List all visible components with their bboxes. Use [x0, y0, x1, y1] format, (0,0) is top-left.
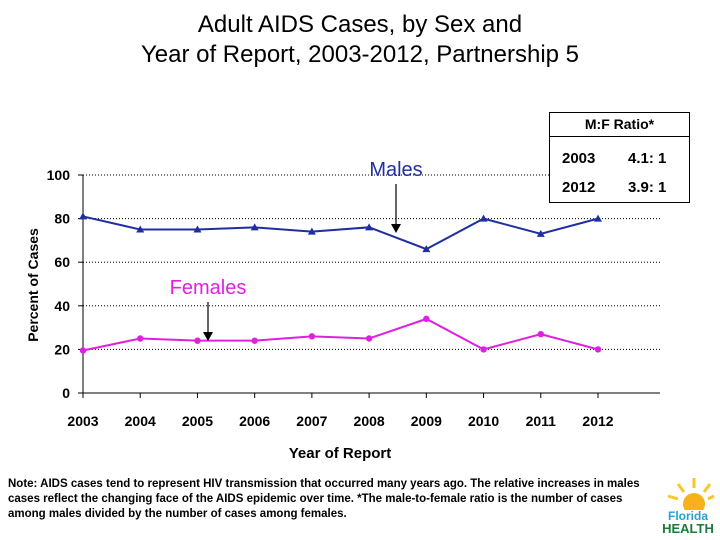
- footnote: Note: AIDS cases tend to represent HIV t…: [8, 478, 640, 520]
- x-tick-label: 2010: [468, 413, 499, 429]
- data-point-males: [193, 225, 202, 233]
- y-tick-label: 20: [54, 341, 70, 357]
- title-line-1: Adult AIDS Cases, by Sex and: [197, 11, 523, 38]
- x-tick-label: 2006: [239, 413, 270, 429]
- data-point-males: [422, 245, 431, 253]
- data-point-females: [594, 346, 602, 353]
- y-tick-label: 60: [54, 254, 70, 270]
- y-tick-label: 80: [54, 211, 70, 227]
- x-tick-label: 2007: [296, 413, 327, 429]
- data-point-males: [79, 212, 87, 220]
- data-point-males: [365, 223, 374, 231]
- annotation-males: Males: [369, 159, 422, 181]
- ratio-value: 3.9: 1: [628, 179, 667, 196]
- x-axis-title: Year of Report: [289, 445, 392, 462]
- data-point-males: [136, 225, 145, 233]
- data-point-females: [423, 315, 430, 323]
- y-tick-label: 0: [62, 385, 70, 401]
- annotation-arrowhead: [203, 332, 213, 341]
- ratio-year: 2012: [562, 179, 596, 196]
- ratio-value: 4.1: 1: [628, 150, 667, 167]
- x-tick-label: 2009: [411, 413, 442, 429]
- data-point-females: [537, 330, 544, 338]
- x-tick-label: 2011: [526, 413, 557, 429]
- x-tick-label: 2005: [182, 413, 213, 429]
- data-point-males: [250, 223, 259, 231]
- series-line-females: [82, 317, 599, 352]
- florida-health-logo: Florida HEALTH: [660, 476, 716, 536]
- title-line-2: Year of Report, 2003-2012, Partnership 5: [140, 41, 580, 68]
- annotation-females: Females: [170, 277, 247, 299]
- y-tick-label: 40: [54, 298, 70, 314]
- ratio-box: M:F Ratio* 2003 4.1: 1 2012 3.9: 1: [549, 112, 690, 203]
- x-tick-label: 2008: [354, 413, 385, 429]
- data-point-females: [308, 333, 316, 340]
- y-axis-title: Percent of Cases: [25, 228, 41, 342]
- ratio-divider: [550, 136, 689, 137]
- data-point-females: [365, 335, 373, 342]
- data-point-females: [79, 347, 87, 354]
- y-tick-label: 100: [47, 167, 71, 183]
- data-point-females: [251, 337, 258, 344]
- logo-line-1: Florida: [667, 509, 708, 523]
- x-tick-label: 2012: [582, 413, 613, 429]
- data-point-females: [480, 346, 487, 353]
- data-point-females: [137, 335, 144, 342]
- data-point-males: [594, 214, 602, 222]
- annotation-arrowhead: [391, 224, 401, 233]
- data-point-males: [479, 214, 488, 222]
- sun-icon: [667, 478, 715, 510]
- ratio-header: M:F Ratio*: [584, 116, 655, 132]
- series-line-males: [82, 215, 599, 251]
- chart-title: Adult AIDS Cases, by Sex and Year of Rep…: [0, 10, 720, 70]
- data-point-males: [536, 229, 545, 237]
- logo-line-2: HEALTH: [662, 521, 714, 536]
- x-tick-label: 2004: [125, 413, 156, 429]
- ratio-year: 2003: [562, 150, 596, 167]
- data-point-males: [307, 227, 316, 235]
- x-tick-label: 2003: [67, 413, 98, 429]
- data-point-females: [194, 337, 201, 344]
